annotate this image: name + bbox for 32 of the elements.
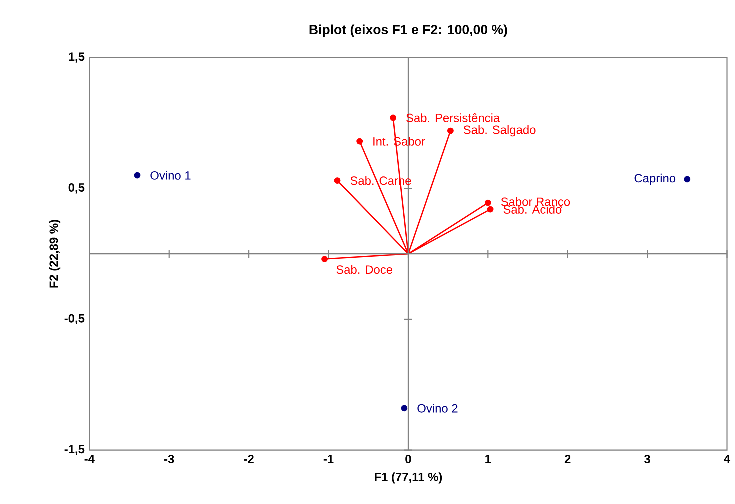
x-tick-label: -4 [84, 454, 95, 464]
annotation: Caprino [634, 174, 676, 185]
x-tick-label: -1 [324, 454, 334, 464]
y-tick-label: -0,5 [64, 314, 85, 325]
annotation: Sab. Persistência [406, 114, 500, 122]
annotation: Ovino 2 [418, 404, 458, 413]
point [684, 176, 691, 183]
x-tick-label: 1 [486, 454, 492, 464]
point [401, 405, 408, 412]
x-tick-label: 4 [724, 454, 731, 464]
y-tick-label: 1,5 [69, 52, 85, 63]
point [487, 206, 494, 213]
chart-title: Biplot (eixos F1 e F2: 100,00 %) [310, 24, 508, 38]
point [356, 138, 364, 145]
point [134, 172, 141, 179]
point [334, 178, 341, 184]
point [390, 114, 397, 122]
point [322, 256, 328, 262]
x-tick-label: 0 [406, 454, 412, 464]
x-tick-label: 2 [564, 454, 571, 464]
y-tick-label: -1,5 [64, 445, 85, 456]
annotation: Ovino 1 [150, 171, 191, 180]
y-axis-title: F2 (22,89 %) [49, 220, 61, 288]
y-tick-label: 0,5 [68, 183, 85, 194]
point [484, 200, 492, 206]
x-tick-label: -2 [244, 454, 254, 464]
annotation: Sab. Salgado [464, 125, 536, 137]
point [448, 128, 454, 134]
annotation: Sab. Doce [336, 265, 393, 274]
x-tick-label: 3 [644, 454, 650, 464]
x-tick-label: -3 [164, 454, 174, 464]
x-axis-title: F1 (77,11 %) [375, 472, 442, 484]
